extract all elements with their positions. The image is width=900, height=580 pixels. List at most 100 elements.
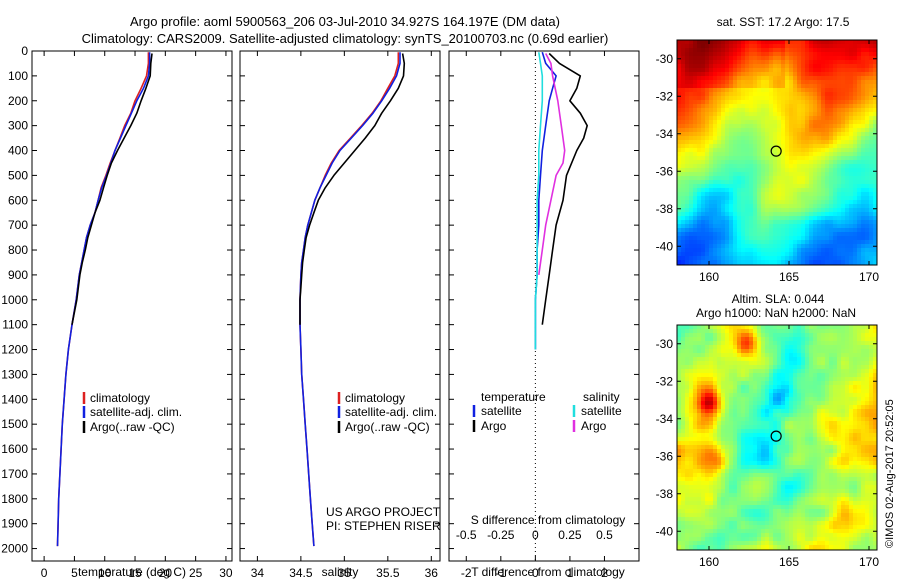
heatmap-cell bbox=[677, 385, 681, 389]
heatmap-cell bbox=[789, 248, 793, 252]
heatmap-cell bbox=[753, 341, 757, 345]
heatmap-cell bbox=[685, 124, 689, 128]
heatmap-cell bbox=[753, 365, 757, 369]
heatmap-cell bbox=[725, 365, 729, 369]
heatmap-cell bbox=[685, 160, 689, 164]
heatmap-cell bbox=[697, 84, 701, 88]
heatmap-cell bbox=[873, 120, 877, 124]
heatmap-cell bbox=[765, 64, 769, 68]
heatmap-cell bbox=[725, 357, 729, 361]
heatmap-cell bbox=[741, 232, 745, 236]
heatmap-cell bbox=[729, 136, 733, 140]
heatmap-cell bbox=[725, 132, 729, 136]
heatmap-cell bbox=[737, 353, 741, 357]
heatmap-cell bbox=[741, 477, 745, 481]
heatmap-cell bbox=[709, 208, 713, 212]
heatmap-cell bbox=[849, 108, 853, 112]
heatmap-cell bbox=[701, 529, 705, 533]
heatmap-cell bbox=[689, 481, 693, 485]
heatmap-cell bbox=[697, 220, 701, 224]
heatmap-cell bbox=[745, 445, 749, 449]
sst-map-title: sat. SST: 17.2 Argo: 17.5 bbox=[717, 15, 850, 29]
heatmap-cell bbox=[773, 341, 777, 345]
heatmap-cell bbox=[793, 236, 797, 240]
heatmap-cell bbox=[769, 48, 773, 52]
heatmap-cell bbox=[773, 449, 777, 453]
heatmap-cell bbox=[713, 525, 717, 529]
heatmap-cell bbox=[849, 208, 853, 212]
heatmap-cell bbox=[845, 260, 849, 264]
heatmap-cell bbox=[745, 325, 749, 329]
heatmap-cell bbox=[757, 501, 761, 505]
heatmap-cell bbox=[765, 232, 769, 236]
heatmap-cell bbox=[853, 152, 857, 156]
heatmap-cell bbox=[849, 112, 853, 116]
heatmap-cell bbox=[865, 92, 869, 96]
heatmap-cell bbox=[781, 116, 785, 120]
x-tick-label: -1 bbox=[495, 566, 506, 580]
heatmap-cell bbox=[865, 148, 869, 152]
heatmap-cell bbox=[681, 260, 685, 264]
heatmap-cell bbox=[761, 236, 765, 240]
heatmap-cell bbox=[737, 541, 741, 545]
heatmap-cell bbox=[853, 48, 857, 52]
heatmap-cell bbox=[837, 240, 841, 244]
heatmap-cell bbox=[729, 244, 733, 248]
heatmap-cell bbox=[841, 116, 845, 120]
heatmap-cell bbox=[741, 240, 745, 244]
heatmap-cell bbox=[693, 325, 697, 329]
heatmap-cell bbox=[697, 120, 701, 124]
heatmap-cell bbox=[821, 40, 825, 44]
heatmap-cell bbox=[745, 232, 749, 236]
heatmap-cell bbox=[697, 68, 701, 72]
heatmap-cell bbox=[817, 76, 821, 80]
heatmap-cell bbox=[765, 48, 769, 52]
heatmap-cell bbox=[857, 240, 861, 244]
heatmap-cell bbox=[829, 92, 833, 96]
heatmap-cell bbox=[701, 433, 705, 437]
heatmap-cell bbox=[821, 212, 825, 216]
heatmap-cell bbox=[733, 244, 737, 248]
heatmap-cell bbox=[761, 260, 765, 264]
heatmap-cell bbox=[753, 457, 757, 461]
heatmap-cell bbox=[861, 156, 865, 160]
heatmap-cell bbox=[737, 116, 741, 120]
heatmap-cell bbox=[781, 409, 785, 413]
heatmap-cell bbox=[785, 525, 789, 529]
x-tick-label: 25 bbox=[189, 566, 203, 580]
heatmap-cell bbox=[701, 196, 705, 200]
heatmap-cell bbox=[769, 124, 773, 128]
heatmap-cell bbox=[705, 533, 709, 537]
heatmap-cell bbox=[797, 449, 801, 453]
heatmap-cell bbox=[829, 196, 833, 200]
y-tick-label: 700 bbox=[8, 218, 28, 232]
heatmap-cell bbox=[709, 541, 713, 545]
heatmap-cell bbox=[733, 80, 737, 84]
heatmap-cell bbox=[741, 220, 745, 224]
heatmap-cell bbox=[813, 168, 817, 172]
heatmap-cell bbox=[709, 365, 713, 369]
heatmap-cell bbox=[777, 84, 781, 88]
heatmap-cell bbox=[757, 100, 761, 104]
heatmap-cell bbox=[757, 505, 761, 509]
heatmap-cell bbox=[757, 80, 761, 84]
heatmap-cell bbox=[749, 72, 753, 76]
heatmap-cell bbox=[869, 88, 873, 92]
heatmap-cell bbox=[765, 180, 769, 184]
heatmap-cell bbox=[733, 260, 737, 264]
heatmap-cell bbox=[857, 212, 861, 216]
heatmap-cell bbox=[749, 513, 753, 517]
heatmap-cell bbox=[813, 184, 817, 188]
heatmap-cell bbox=[817, 40, 821, 44]
heatmap-cell bbox=[713, 381, 717, 385]
heatmap-cell bbox=[765, 461, 769, 465]
heatmap-cell bbox=[769, 457, 773, 461]
heatmap-cell bbox=[733, 100, 737, 104]
heatmap-cell bbox=[701, 405, 705, 409]
heatmap-cell bbox=[841, 200, 845, 204]
heatmap-cell bbox=[701, 132, 705, 136]
heatmap-cell bbox=[789, 96, 793, 100]
heatmap-cell bbox=[833, 216, 837, 220]
heatmap-cell bbox=[681, 128, 685, 132]
heatmap-cell bbox=[709, 509, 713, 513]
